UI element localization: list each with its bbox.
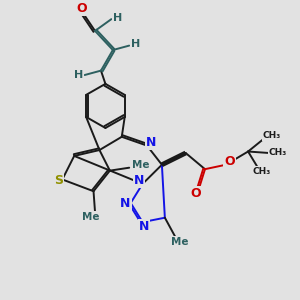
- Text: Me: Me: [132, 160, 149, 170]
- Text: Me: Me: [171, 237, 188, 247]
- Text: O: O: [76, 2, 87, 15]
- Text: H: H: [74, 70, 83, 80]
- Text: H: H: [130, 39, 140, 49]
- Text: CH₃: CH₃: [269, 148, 287, 158]
- Text: N: N: [139, 220, 149, 233]
- Text: O: O: [224, 155, 235, 168]
- Text: N: N: [146, 136, 157, 148]
- Text: Me: Me: [82, 212, 99, 222]
- Text: CH₃: CH₃: [252, 167, 271, 176]
- Text: N: N: [120, 196, 130, 209]
- Text: CH₃: CH₃: [263, 131, 281, 140]
- Text: H: H: [113, 13, 122, 23]
- Text: O: O: [190, 187, 201, 200]
- Text: N: N: [134, 174, 144, 188]
- Text: S: S: [54, 174, 63, 187]
